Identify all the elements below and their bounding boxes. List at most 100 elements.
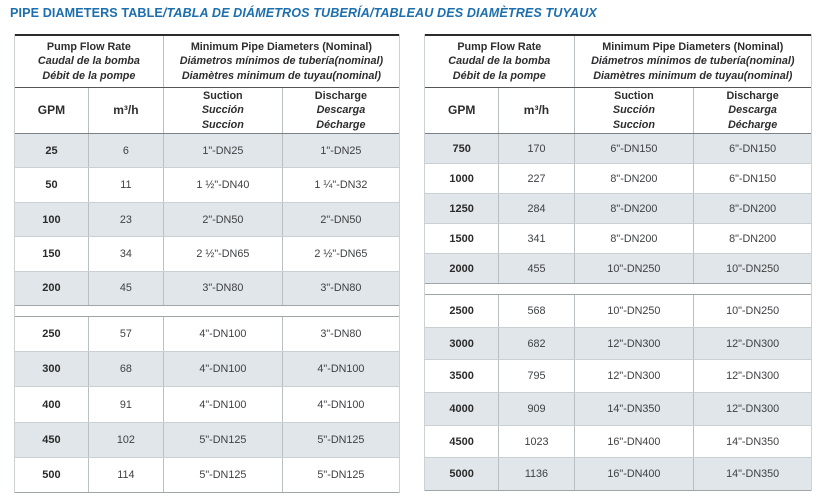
table-cell: 50 [45, 179, 58, 192]
table-cell: 3"-DN80 [281, 271, 399, 306]
column-header-m3h: m³/h [498, 88, 573, 133]
table-cell: 10"-DN250 [693, 295, 811, 327]
table-row: 5000 1136 16"-DN400 14"-DN350 [425, 457, 811, 491]
table-cell: 12"-DN300 [693, 360, 811, 393]
table-row: 1500 341 8"-DN200 8"-DN200 [425, 223, 811, 253]
table-cell: 102 [87, 422, 163, 457]
table-cell: 1 ¼"-DN32 [281, 168, 399, 202]
table-cell: 750 [452, 142, 471, 155]
table-cell: 2000 [449, 262, 474, 275]
table-cell: 568 [498, 295, 573, 327]
column-header-gpm: GPM [37, 102, 66, 117]
table-cell: 12"-DN300 [693, 393, 811, 425]
table-row: 50 11 1 ½"-DN40 1 ¼"-DN32 [15, 167, 399, 202]
table-row: 300 68 4"-DN100 4"-DN100 [15, 351, 399, 387]
table-cell: 2 ½"-DN65 [162, 237, 282, 271]
table-cell: 4"-DN100 [162, 387, 282, 422]
table-cell: 300 [42, 363, 61, 376]
table-cell: 4000 [449, 402, 474, 415]
header-min-pipe-diameters: Minimum Pipe Diameters (Nominal) Diámetr… [162, 36, 399, 87]
table-cell: 8"-DN200 [573, 164, 694, 193]
table-row: 4500 1023 16"-DN400 14"-DN350 [425, 424, 811, 458]
table-cell: 12"-DN300 [693, 327, 811, 360]
table-cell: 400 [42, 398, 61, 411]
header-row-groups: Pump Flow Rate Caudal de la bomba Débit … [425, 36, 811, 88]
table-cell: 2"-DN50 [281, 202, 399, 237]
table-cell: 1023 [498, 425, 573, 458]
table-cell: 4"-DN100 [281, 352, 399, 387]
header-row-columns: GPM m³/h Suction Succión Succion Dischar… [425, 88, 811, 134]
page-title: PIPE DIAMETERS TABLE/TABLA DE DIÁMETROS … [10, 6, 597, 20]
table-cell: 1 ½"-DN40 [162, 168, 282, 202]
table-header: Pump Flow Rate Caudal de la bomba Débit … [425, 34, 811, 134]
pipe-table-left: Pump Flow Rate Caudal de la bomba Débit … [14, 34, 400, 493]
table-row: 2000 455 10"-DN250 10"-DN250 [425, 253, 811, 283]
pipe-table-right: Pump Flow Rate Caudal de la bomba Débit … [424, 34, 812, 491]
header-row-columns: GPM m³/h Suction Succión Succion Dischar… [15, 88, 399, 134]
table-cell: 23 [87, 202, 163, 237]
table-cell: 6 [87, 134, 163, 168]
table-cell: 1000 [449, 172, 474, 185]
table-cell: 6"-DN150 [693, 164, 811, 193]
table-cell: 682 [498, 327, 573, 360]
header-pump-flow-rate: Pump Flow Rate Caudal de la bomba Débit … [448, 41, 551, 82]
table-cell: 5000 [449, 468, 474, 481]
table-body: 25 6 1"-DN25 1"-DN25 50 11 1 ½"-DN40 1 ¼"-DN32 1… [15, 134, 399, 493]
table-cell: 1250 [449, 202, 474, 215]
table-cell: 1136 [498, 458, 573, 491]
table-row: 25 6 1"-DN25 1"-DN25 [15, 134, 399, 168]
table-cell: 5"-DN125 [281, 457, 399, 493]
table-cell: 5"-DN125 [162, 422, 282, 457]
table-cell: 16"-DN400 [573, 458, 694, 491]
table-cell: 11 [87, 168, 163, 202]
table-cell: 14"-DN350 [693, 425, 811, 458]
header-pump-flow-rate: Pump Flow Rate Caudal de la bomba Débit … [37, 41, 140, 82]
table-cell: 10"-DN250 [573, 254, 694, 283]
table-cell: 5"-DN125 [162, 457, 282, 493]
table-cell: 68 [87, 352, 163, 387]
table-row: 150 34 2 ½"-DN65 2 ½"-DN65 [15, 236, 399, 271]
table-cell: 795 [498, 360, 573, 393]
table-cell: 170 [498, 134, 573, 163]
table-row: 450 102 5"-DN125 5"-DN125 [15, 421, 399, 457]
page-title-translations: /TABLA DE DIÁMETROS TUBERÍA/TABLEAU DES … [162, 6, 597, 20]
table-cell: 6"-DN150 [693, 134, 811, 163]
table-cell: 250 [42, 328, 61, 341]
table-row: 400 91 4"-DN100 4"-DN100 [15, 386, 399, 422]
table-row: 4000 909 14"-DN350 12"-DN300 [425, 392, 811, 425]
table-row: 1250 284 8"-DN200 8"-DN200 [425, 193, 811, 223]
header-min-pipe-diameters: Minimum Pipe Diameters (Nominal) Diámetr… [573, 36, 811, 87]
table-cell: 34 [87, 237, 163, 271]
table-cell: 12"-DN300 [573, 327, 694, 360]
table-cell: 4"-DN100 [281, 387, 399, 422]
table-cell: 14"-DN350 [573, 393, 694, 425]
table-row: 250 57 4"-DN100 3"-DN80 [15, 317, 399, 352]
table-cell: 8"-DN200 [573, 194, 694, 223]
table-cell: 114 [87, 457, 163, 493]
table-row: 500 114 5"-DN125 5"-DN125 [15, 456, 399, 493]
table-cell: 2"-DN50 [162, 202, 282, 237]
table-block: 2500 568 10"-DN250 10"-DN250 3000 682 12"-DN30… [425, 294, 811, 491]
column-header-gpm: GPM [447, 102, 476, 117]
table-row: 200 45 3"-DN80 3"-DN80 [15, 270, 399, 306]
table-body: 750 170 6"-DN150 6"-DN150 1000 227 8"-DN200 6"-… [425, 134, 811, 491]
table-cell: 4500 [449, 435, 474, 448]
table-cell: 91 [87, 387, 163, 422]
table-cell: 4"-DN100 [162, 317, 282, 352]
table-cell: 3500 [449, 370, 474, 383]
column-header-discharge: Discharge Descarga Décharge [693, 88, 811, 133]
table-row: 750 170 6"-DN150 6"-DN150 [425, 134, 811, 163]
table-cell: 1"-DN25 [281, 134, 399, 168]
table-cell: 8"-DN200 [693, 224, 811, 253]
page-title-main: PIPE DIAMETERS TABLE [10, 6, 163, 20]
table-cell: 227 [498, 164, 573, 193]
table-cell: 150 [42, 247, 61, 260]
table-cell: 2500 [449, 304, 474, 317]
table-cell: 5"-DN125 [281, 422, 399, 457]
table-block: 250 57 4"-DN100 3"-DN80 300 68 4"-DN100 4"-DN10… [15, 316, 399, 493]
table-row: 2500 568 10"-DN250 10"-DN250 [425, 295, 811, 327]
header-row-groups: Pump Flow Rate Caudal de la bomba Débit … [15, 36, 399, 88]
column-header-suction: Suction Succión Succion [573, 88, 694, 133]
table-cell: 3000 [449, 337, 474, 350]
